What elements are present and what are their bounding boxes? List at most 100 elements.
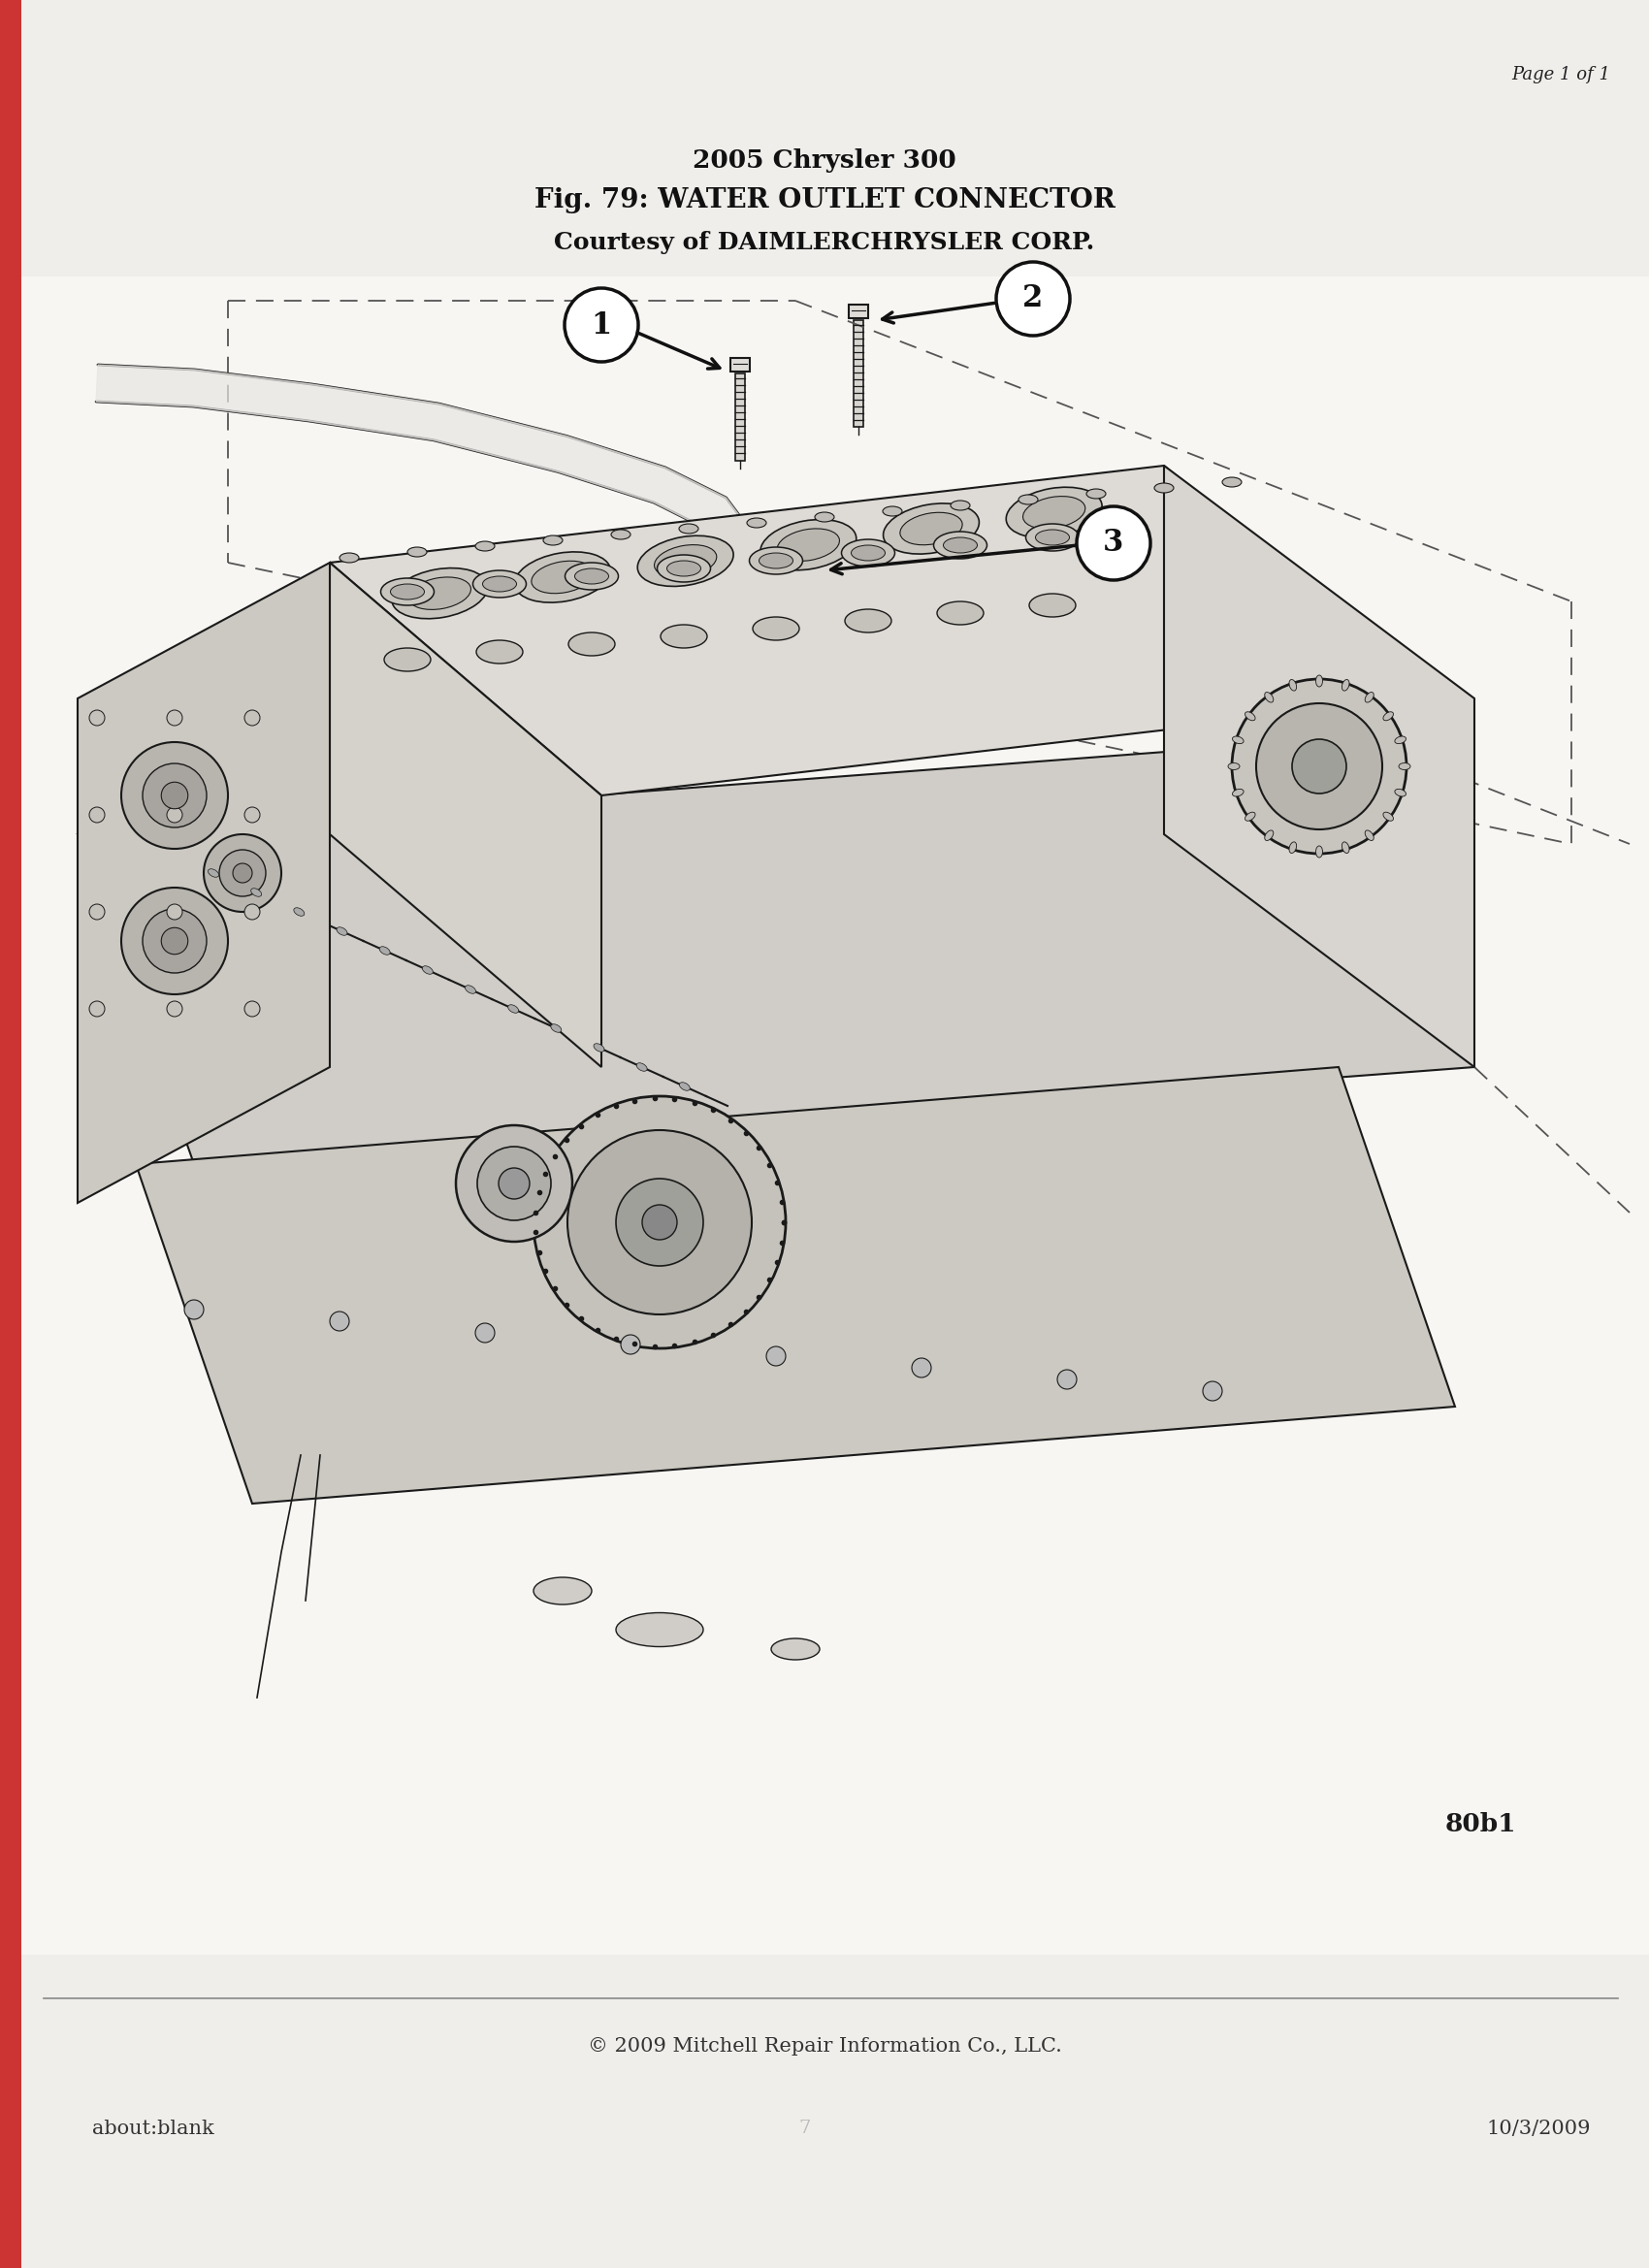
- Circle shape: [233, 864, 252, 882]
- Ellipse shape: [937, 601, 983, 624]
- Circle shape: [617, 1179, 702, 1266]
- Circle shape: [122, 887, 228, 993]
- Ellipse shape: [594, 1043, 604, 1052]
- Circle shape: [567, 1129, 752, 1315]
- Ellipse shape: [422, 966, 434, 975]
- Text: 2005 Chrysler 300: 2005 Chrysler 300: [693, 147, 956, 172]
- Ellipse shape: [772, 1637, 820, 1660]
- Text: about:blank: about:blank: [92, 2121, 214, 2139]
- Circle shape: [162, 928, 188, 955]
- Text: 3: 3: [1103, 528, 1125, 558]
- Bar: [735, 374, 745, 460]
- Ellipse shape: [508, 1005, 518, 1014]
- Ellipse shape: [1036, 531, 1070, 544]
- Text: 7: 7: [800, 2121, 811, 2136]
- Ellipse shape: [531, 560, 594, 594]
- Ellipse shape: [336, 928, 348, 934]
- Ellipse shape: [815, 513, 834, 522]
- Polygon shape: [330, 465, 1436, 796]
- Circle shape: [162, 782, 188, 810]
- Circle shape: [641, 1204, 678, 1241]
- Ellipse shape: [576, 569, 608, 583]
- Ellipse shape: [1290, 680, 1296, 692]
- Circle shape: [244, 710, 261, 726]
- Polygon shape: [135, 1066, 1454, 1504]
- Ellipse shape: [1395, 789, 1407, 796]
- Circle shape: [767, 1347, 785, 1365]
- Circle shape: [1057, 1370, 1077, 1388]
- Circle shape: [89, 710, 106, 726]
- Ellipse shape: [1342, 680, 1349, 692]
- Ellipse shape: [340, 553, 359, 562]
- Circle shape: [204, 835, 282, 912]
- Ellipse shape: [1265, 692, 1273, 703]
- Ellipse shape: [1222, 476, 1242, 488]
- Text: Page 1 of 1: Page 1 of 1: [1510, 66, 1609, 84]
- Ellipse shape: [752, 617, 800, 640]
- Ellipse shape: [208, 869, 219, 878]
- Circle shape: [219, 850, 265, 896]
- Circle shape: [1293, 739, 1346, 794]
- Circle shape: [167, 1000, 183, 1016]
- Ellipse shape: [379, 946, 391, 955]
- Circle shape: [1077, 506, 1151, 581]
- Ellipse shape: [1006, 488, 1102, 538]
- Circle shape: [167, 710, 183, 726]
- Text: Fig. 79: WATER OUTLET CONNECTOR: Fig. 79: WATER OUTLET CONNECTOR: [534, 188, 1115, 213]
- Ellipse shape: [759, 553, 793, 569]
- Circle shape: [167, 807, 183, 823]
- Circle shape: [89, 905, 106, 919]
- Ellipse shape: [1245, 712, 1255, 721]
- Ellipse shape: [465, 984, 477, 993]
- Ellipse shape: [1229, 762, 1240, 769]
- Ellipse shape: [409, 576, 472, 610]
- Ellipse shape: [551, 1025, 561, 1032]
- Ellipse shape: [749, 547, 803, 574]
- Ellipse shape: [747, 517, 767, 528]
- Polygon shape: [815, 569, 940, 705]
- Polygon shape: [1164, 465, 1474, 1066]
- Ellipse shape: [661, 624, 707, 649]
- Ellipse shape: [391, 583, 424, 599]
- Text: © 2009 Mitchell Repair Information Co., LLC.: © 2009 Mitchell Repair Information Co., …: [587, 2037, 1062, 2055]
- Ellipse shape: [1365, 692, 1374, 703]
- Circle shape: [996, 261, 1070, 336]
- Circle shape: [122, 742, 228, 848]
- Ellipse shape: [543, 535, 562, 544]
- Text: 1: 1: [590, 311, 612, 340]
- Ellipse shape: [1290, 841, 1296, 853]
- Ellipse shape: [381, 578, 434, 606]
- Ellipse shape: [1395, 737, 1407, 744]
- Ellipse shape: [1316, 676, 1322, 687]
- Ellipse shape: [612, 531, 630, 540]
- Ellipse shape: [1019, 494, 1037, 503]
- Circle shape: [534, 1095, 785, 1349]
- Ellipse shape: [1365, 830, 1374, 841]
- Bar: [849, 304, 867, 318]
- Ellipse shape: [638, 535, 734, 587]
- Ellipse shape: [1029, 594, 1075, 617]
- Circle shape: [475, 1322, 495, 1343]
- Ellipse shape: [679, 1082, 689, 1091]
- Ellipse shape: [1398, 762, 1410, 769]
- Circle shape: [1257, 703, 1382, 830]
- Circle shape: [89, 1000, 106, 1016]
- Circle shape: [455, 1125, 572, 1241]
- Ellipse shape: [900, 513, 963, 544]
- Circle shape: [620, 1336, 640, 1354]
- Ellipse shape: [637, 1064, 646, 1070]
- Ellipse shape: [475, 542, 495, 551]
- Circle shape: [915, 710, 943, 737]
- Ellipse shape: [679, 524, 699, 533]
- Text: 80b1: 80b1: [1445, 1812, 1517, 1837]
- Circle shape: [498, 1168, 529, 1200]
- Circle shape: [142, 764, 206, 828]
- Circle shape: [167, 905, 183, 919]
- Ellipse shape: [1316, 846, 1322, 857]
- Ellipse shape: [882, 506, 902, 517]
- Bar: [854, 320, 864, 426]
- Circle shape: [1232, 678, 1407, 853]
- Circle shape: [564, 288, 638, 363]
- Ellipse shape: [384, 649, 430, 671]
- Ellipse shape: [514, 551, 610, 603]
